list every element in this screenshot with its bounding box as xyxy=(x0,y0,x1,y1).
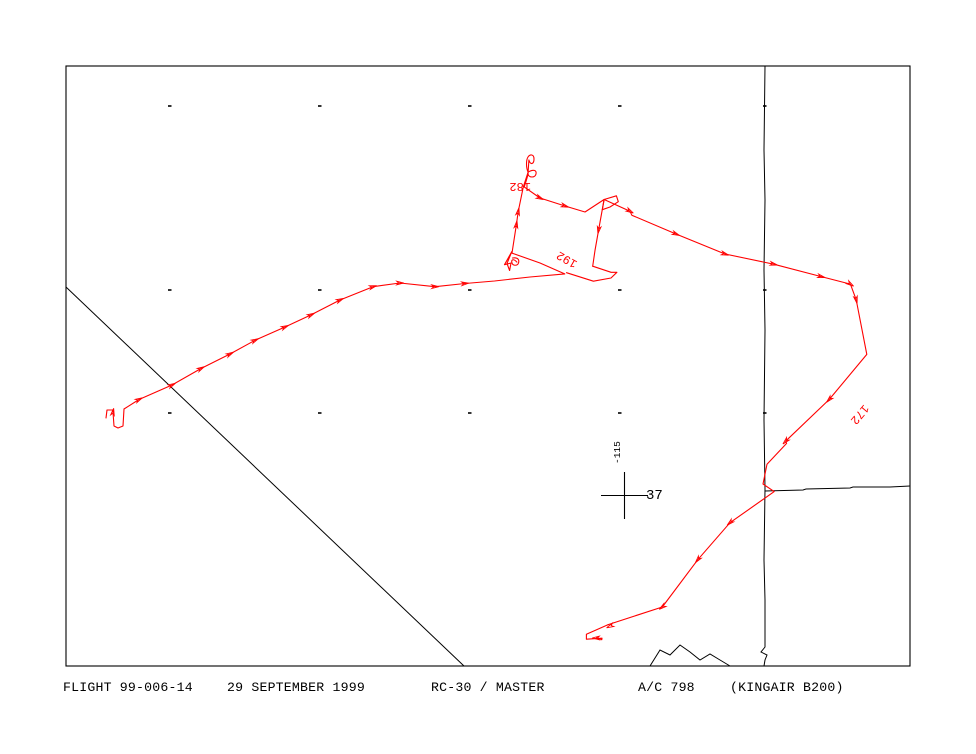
svg-text:182: 182 xyxy=(509,179,531,193)
svg-text:-115: -115 xyxy=(612,441,623,464)
svg-text:172: 172 xyxy=(847,401,872,427)
svg-text:37: 37 xyxy=(646,488,663,504)
svg-text:192: 192 xyxy=(554,248,580,271)
